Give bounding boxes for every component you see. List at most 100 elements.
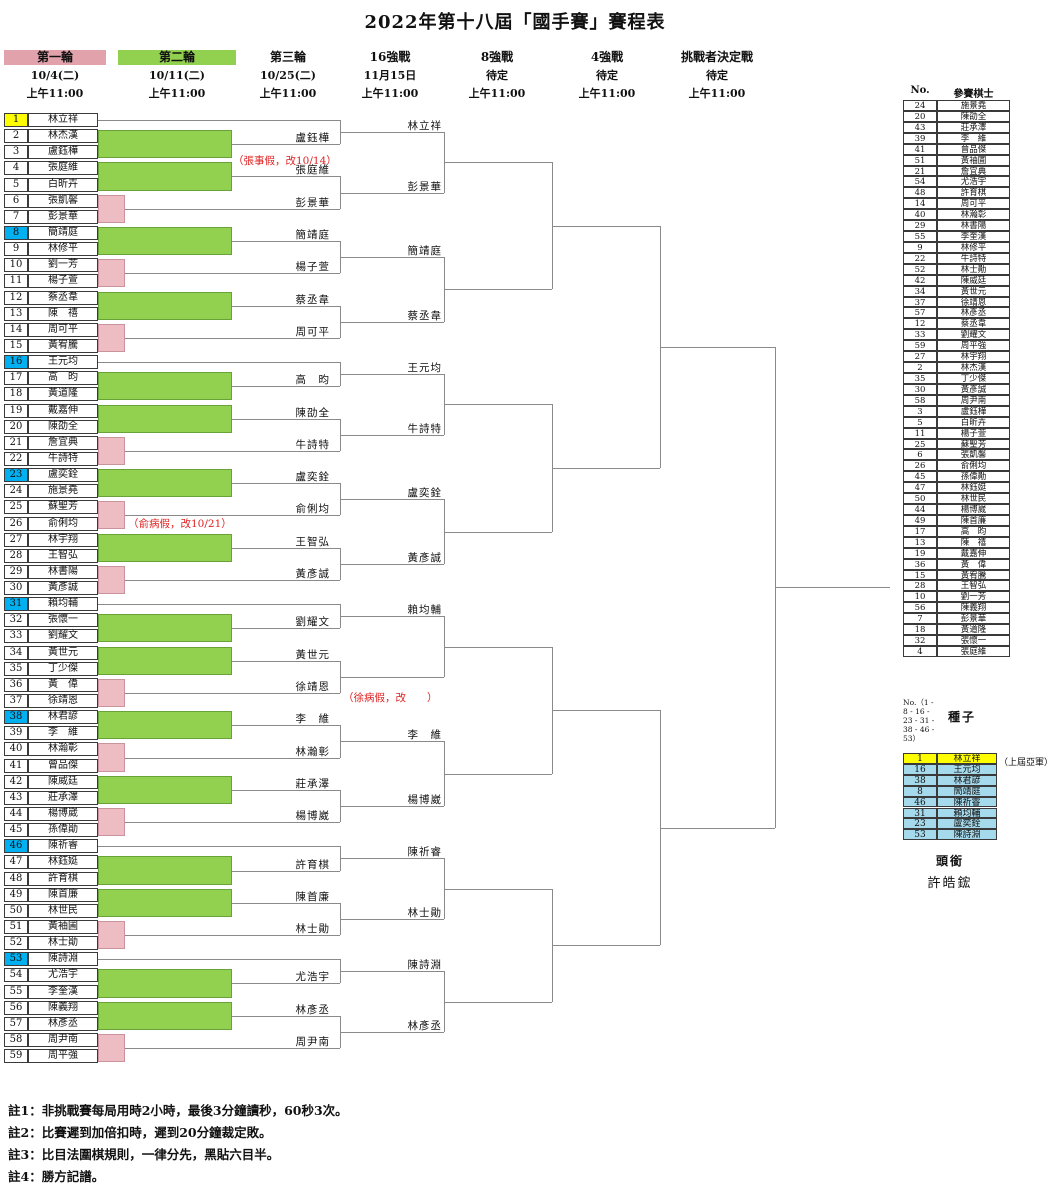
participant-name-cell: 林士勛 <box>937 263 1010 275</box>
round-name: 8強戰 <box>480 50 514 64</box>
participant-number-cell: 43 <box>903 121 937 133</box>
player-number-cell: 37 <box>4 694 28 709</box>
bracket-line <box>232 547 340 549</box>
round2-winner-label: 高 昀 <box>295 374 330 387</box>
round2-match-bar <box>98 226 232 256</box>
seed-name-cell: 盧奕銓 <box>937 818 997 830</box>
seed-numbers-note: No.（1 - 8 - 16 - 23 - 31 - 38 - 46 - 53） <box>903 698 935 743</box>
participant-name-cell: 林修平 <box>937 241 1010 253</box>
participant-name-cell: 陳 禧 <box>937 536 1010 548</box>
player-number-cell: 4 <box>4 161 28 176</box>
participant-number-cell: 35 <box>903 373 937 384</box>
player-name-cell: 劉一芳 <box>28 258 98 273</box>
player-name-cell: 莊承澤 <box>28 790 98 805</box>
participant-name-cell: 李奎漢 <box>937 231 1010 242</box>
participant-number-cell: 33 <box>903 329 937 341</box>
page-title: 2022年第十八屆「國手賽」賽程表 <box>364 12 666 33</box>
player-name-cell: 施景堯 <box>28 484 98 499</box>
participant-number-cell: 9 <box>903 241 937 253</box>
bracket-line <box>340 321 444 323</box>
player-number-cell: 54 <box>4 968 28 983</box>
round1-match-bar <box>98 1033 125 1063</box>
player-name-cell: 林宇翔 <box>28 532 98 547</box>
player-name-cell: 陳首廉 <box>28 887 98 902</box>
bracket-line <box>444 888 552 890</box>
player-number-cell: 8 <box>4 225 28 240</box>
round2-match-bar <box>98 469 232 498</box>
round-time: 上午11:00 <box>468 87 526 100</box>
player-name-cell: 盧鈺樺 <box>28 145 98 160</box>
bracket-line <box>340 604 341 629</box>
player-number-cell: 18 <box>4 387 28 402</box>
round2-winner-label: 林士勛 <box>295 923 330 936</box>
participant-name-cell: 牛詩特 <box>937 252 1010 264</box>
round2-match-bar <box>98 130 232 159</box>
bracket-line <box>444 404 552 406</box>
round2-match-bar <box>98 291 232 320</box>
seed-number-cell: 53 <box>903 829 937 841</box>
reschedule-note: （俞病假，改10/21） <box>128 518 232 530</box>
bracket-line <box>340 192 444 194</box>
player-number-cell: 20 <box>4 419 28 434</box>
footnote: 註1：非挑戰賽每局用時2小時，最後3分鐘讀秒，60秒3次。 <box>8 1103 348 1118</box>
round2-winner-label: 尤浩宇 <box>295 971 330 984</box>
bracket-line <box>444 646 552 648</box>
round-name: 第二輪 <box>118 50 236 65</box>
bracket-line <box>340 563 444 565</box>
round2-winner-label: 林瀚彰 <box>295 745 330 758</box>
player-name-cell: 林立祥 <box>28 113 98 127</box>
round2-match-bar <box>98 969 232 998</box>
round1-match-bar <box>98 323 125 352</box>
player-number-cell: 36 <box>4 677 28 692</box>
participant-name-cell: 周可平 <box>937 198 1010 210</box>
participant-name-cell: 劉耀文 <box>937 329 1010 341</box>
participant-number-cell: 51 <box>903 154 937 166</box>
participant-number-cell: 25 <box>903 438 937 450</box>
footnote: 註2：比賽遲到加倍扣時，遲到20分鐘裁定敗。 <box>8 1125 272 1140</box>
participant-name-cell: 林世民 <box>937 493 1010 505</box>
bracket-line <box>340 789 341 823</box>
round2-winner-label: 陳劭全 <box>295 406 330 419</box>
player-number-cell: 1 <box>4 113 28 127</box>
bracket-line <box>125 273 340 275</box>
bracket-line <box>232 144 340 146</box>
participant-name-cell: 尤浩宇 <box>937 176 1010 188</box>
participant-number-cell: 13 <box>903 536 937 548</box>
player-number-cell: 40 <box>4 742 28 757</box>
round-name: 第一輪 <box>4 50 106 65</box>
seed-name-cell: 賴均輔 <box>937 807 997 819</box>
round1-match-bar <box>98 743 125 772</box>
participant-number-cell: 10 <box>903 591 937 603</box>
player-number-cell: 56 <box>4 1000 28 1015</box>
participant-number-cell: 34 <box>903 285 937 297</box>
round-date: 11月15日 <box>363 69 417 82</box>
round2-match-bar <box>98 888 232 917</box>
bracket-line <box>340 858 444 860</box>
player-name-cell: 戴嘉伸 <box>28 403 98 418</box>
player-name-cell: 陳 禧 <box>28 306 98 321</box>
player-number-cell: 41 <box>4 758 28 773</box>
player-number-cell: 2 <box>4 129 28 144</box>
round3-winner-label: 彭景華 <box>407 180 442 193</box>
player-name-cell: 張凱馨 <box>28 193 98 208</box>
player-number-cell: 52 <box>4 936 28 951</box>
player-number-cell: 51 <box>4 920 28 934</box>
participant-number-cell: 39 <box>903 132 937 144</box>
seed-name-cell: 陳祈睿 <box>937 796 997 808</box>
participant-number-cell: 28 <box>903 580 937 592</box>
round2-winner-label: 牛詩特 <box>295 438 330 451</box>
bracket-line <box>232 983 340 985</box>
player-name-cell: 林修平 <box>28 242 98 257</box>
participant-number-cell: 55 <box>903 231 937 242</box>
player-name-cell: 黃彥誠 <box>28 581 98 596</box>
bracket-line <box>340 176 341 209</box>
bracket-line <box>125 935 340 937</box>
player-number-cell: 19 <box>4 403 28 418</box>
participant-name-cell: 張懷一 <box>937 635 1010 646</box>
bracket-line <box>340 1031 444 1033</box>
participant-number-cell: 32 <box>903 635 937 646</box>
round2-winner-label: 陳首廉 <box>295 890 330 903</box>
bracket-line <box>98 362 340 364</box>
bracket-line <box>98 959 340 961</box>
